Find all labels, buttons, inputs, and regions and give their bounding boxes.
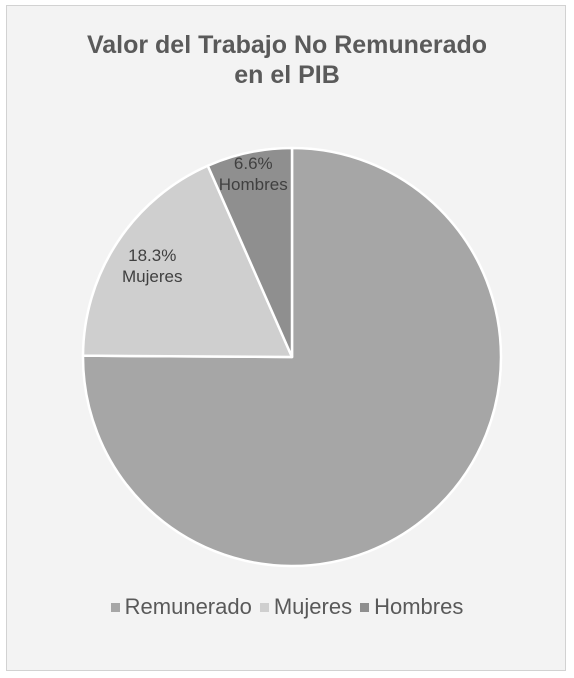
legend-swatch-mujeres	[259, 602, 269, 612]
data-label-mujeres-category: Mujeres	[122, 267, 182, 286]
legend-swatch-remunerado	[110, 602, 120, 612]
chart-legend: Remunerado Mujeres Hombres	[7, 594, 567, 620]
legend-item-hombres: Hombres	[360, 594, 463, 620]
data-label-hombres-value: 6.6%	[234, 154, 273, 173]
pie-slices	[81, 146, 503, 568]
chart-title-line-2: en el PIB	[234, 61, 340, 89]
legend-item-remunerado: Remunerado	[110, 594, 252, 620]
legend-item-mujeres: Mujeres	[259, 594, 353, 620]
legend-swatch-hombres	[360, 602, 370, 612]
chart-area: Valor del Trabajo No Remunerado en el PI…	[6, 5, 566, 671]
chart-title: Valor del Trabajo No Remunerado en el PI…	[7, 30, 567, 90]
legend-label-remunerado: Remunerado	[124, 594, 252, 619]
legend-label-hombres: Hombres	[374, 594, 464, 619]
data-label-mujeres-value: 18.3%	[128, 246, 176, 265]
pie-data-labels: 18.3% Mujeres 6.6% Hombres	[122, 154, 288, 286]
pie-slice-mujeres	[81, 164, 294, 359]
data-label-hombres-category: Hombres	[219, 175, 288, 194]
legend-label-mujeres: Mujeres	[273, 594, 353, 619]
chart-title-line-1: Valor del Trabajo No Remunerado	[86, 31, 488, 59]
pie-slice-hombres	[206, 146, 294, 359]
pie-chart: 18.3% Mujeres 6.6% Hombres	[81, 146, 503, 568]
pie-slice-remunerado	[81, 146, 503, 568]
